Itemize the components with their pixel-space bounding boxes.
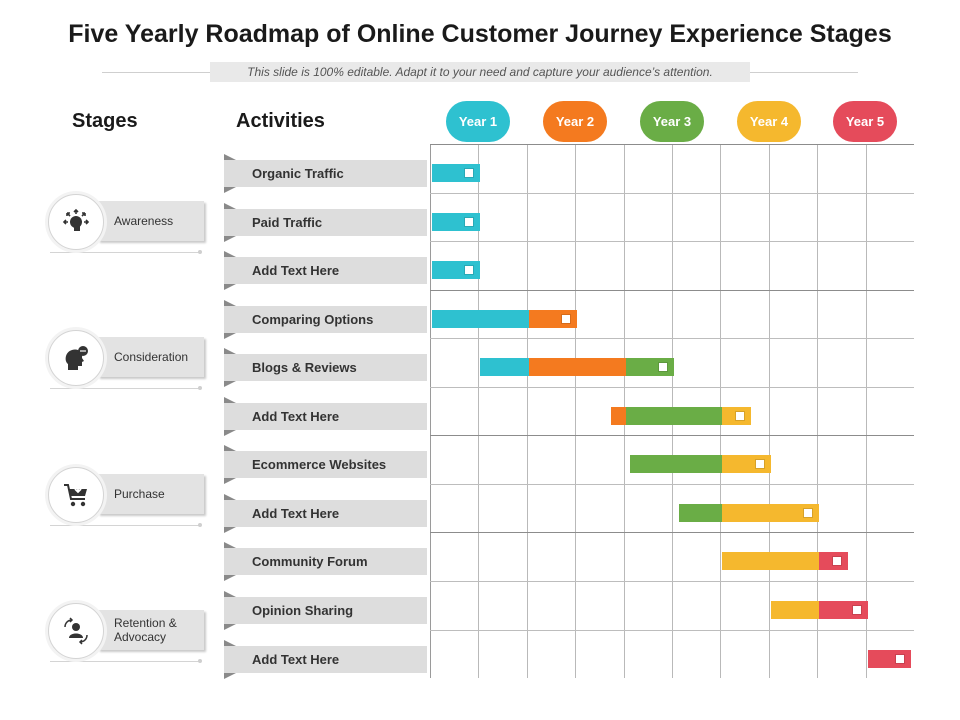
activity-tab-wedge (224, 202, 236, 209)
stage-line-dot (198, 659, 202, 663)
gantt-bar-segment (528, 309, 578, 328)
user-cycle-icon (64, 617, 88, 645)
gantt-bar-segment (528, 358, 626, 377)
stage-underline (50, 661, 200, 662)
year-pill-1: Year 1 (446, 101, 510, 142)
activity-label: Organic Traffic (224, 160, 427, 187)
activity-label: Add Text Here (224, 402, 427, 430)
stage-line-dot (198, 250, 202, 254)
activity-tab-wedge (224, 332, 236, 339)
activity-tab-wedge (224, 251, 236, 258)
gantt-bar-end-marker (833, 557, 842, 566)
activity-tab-wedge (224, 493, 236, 500)
activity-tab-wedge (224, 445, 236, 452)
stage-label: Purchase (114, 487, 165, 501)
stage-line-dot (198, 523, 202, 527)
year-pill-5: Year 5 (833, 101, 897, 142)
stage-label: Consideration (114, 350, 189, 364)
stage-icon-circle (48, 330, 104, 386)
gantt-bar-end-marker (896, 654, 905, 663)
gantt-bar-segment (722, 503, 820, 522)
slide-subtitle: This slide is 100% editable. Adapt it to… (210, 62, 750, 82)
activity-tab-wedge (224, 542, 236, 549)
gantt-bar-segment (867, 649, 912, 668)
gantt-bar-end-marker (755, 460, 764, 469)
activity-tab-wedge (224, 478, 236, 485)
activity-label: Add Text Here (224, 257, 427, 285)
gantt-bar-segment (480, 358, 529, 377)
stage-label-box: Consideration (98, 337, 204, 377)
head-thinking-icon (65, 346, 88, 370)
activity-tab-wedge (224, 284, 236, 291)
gantt-bar-end-marker (852, 605, 861, 614)
gantt-bar-segment (432, 212, 481, 231)
gantt-bar-segment (722, 455, 771, 474)
activity-label: Community Forum (224, 548, 427, 576)
year-pill-4: Year 4 (737, 101, 801, 142)
activity-tab-wedge (224, 672, 236, 679)
activity-tab-wedge (224, 154, 236, 160)
gantt-bar-segment (819, 600, 868, 619)
stage-label: Retention & Advocacy (114, 616, 177, 644)
activity-label: Blogs & Reviews (224, 354, 427, 382)
gantt-bar-segment (722, 552, 820, 571)
gantt-bar-end-marker (465, 169, 474, 177)
gantt-bar-segment (770, 600, 820, 619)
gantt-bar-segment (630, 455, 723, 474)
gantt-bar-segment (678, 503, 723, 522)
year-pill-2: Year 2 (543, 101, 607, 142)
stage-icon-circle (48, 603, 104, 659)
gantt-bar-segment (432, 164, 481, 182)
gantt-bar-segment (625, 358, 674, 377)
activity-tab-wedge (224, 623, 236, 630)
activity-label: Opinion Sharing (224, 596, 427, 624)
activity-tab-wedge (224, 575, 236, 582)
activity-tab-wedge (224, 590, 236, 597)
stage-icon-circle (48, 194, 104, 250)
gantt-bar-segment (432, 309, 529, 328)
stage-label-box: Awareness (98, 201, 204, 241)
subtitle-line-right (750, 72, 858, 73)
activity-label: Add Text Here (224, 645, 427, 673)
stage-line-dot (198, 386, 202, 390)
gantt-bar-end-marker (804, 508, 813, 517)
gantt-bar-end-marker (562, 314, 571, 323)
slide-title: Five Yearly Roadmap of Online Customer J… (68, 20, 892, 48)
activity-tab-wedge (224, 396, 236, 403)
gantt-bar-end-marker (465, 217, 474, 226)
activity-label: Add Text Here (224, 499, 427, 527)
activity-tab-wedge (224, 526, 236, 533)
activity-tab-wedge (224, 381, 236, 388)
shopping-cart-icon (64, 483, 87, 507)
gantt-bar-segment (625, 406, 723, 425)
activity-tab-wedge (224, 639, 236, 646)
activity-tab-wedge (224, 348, 236, 355)
stage-label: Awareness (114, 214, 174, 228)
head-with-arrows-icon (62, 208, 90, 231)
stage-underline (50, 388, 200, 389)
activity-tab-wedge (224, 187, 236, 193)
stage-label-box: Retention & Advocacy (98, 610, 204, 650)
subtitle-line-left (102, 72, 210, 73)
gantt-bar-end-marker (736, 411, 745, 420)
gantt-bar-end-marker (659, 363, 667, 372)
activities-header: Activities (236, 110, 325, 132)
gantt-bar-segment (432, 261, 481, 280)
gantt-bar-end-marker (465, 266, 474, 275)
activity-tab-wedge (224, 429, 236, 436)
activity-tab-wedge (224, 299, 236, 306)
stage-underline (50, 252, 200, 253)
gantt-bar-segment (611, 406, 626, 425)
stages-header: Stages (72, 110, 138, 132)
stage-label-box: Purchase (98, 474, 204, 514)
activity-label: Ecommerce Websites (224, 451, 427, 479)
activity-tab-wedge (224, 235, 236, 242)
activity-label: Comparing Options (224, 305, 427, 333)
stage-icon-circle (48, 467, 104, 523)
year-pill-3: Year 3 (640, 101, 704, 142)
stage-underline (50, 525, 200, 526)
activity-label: Paid Traffic (224, 208, 427, 236)
